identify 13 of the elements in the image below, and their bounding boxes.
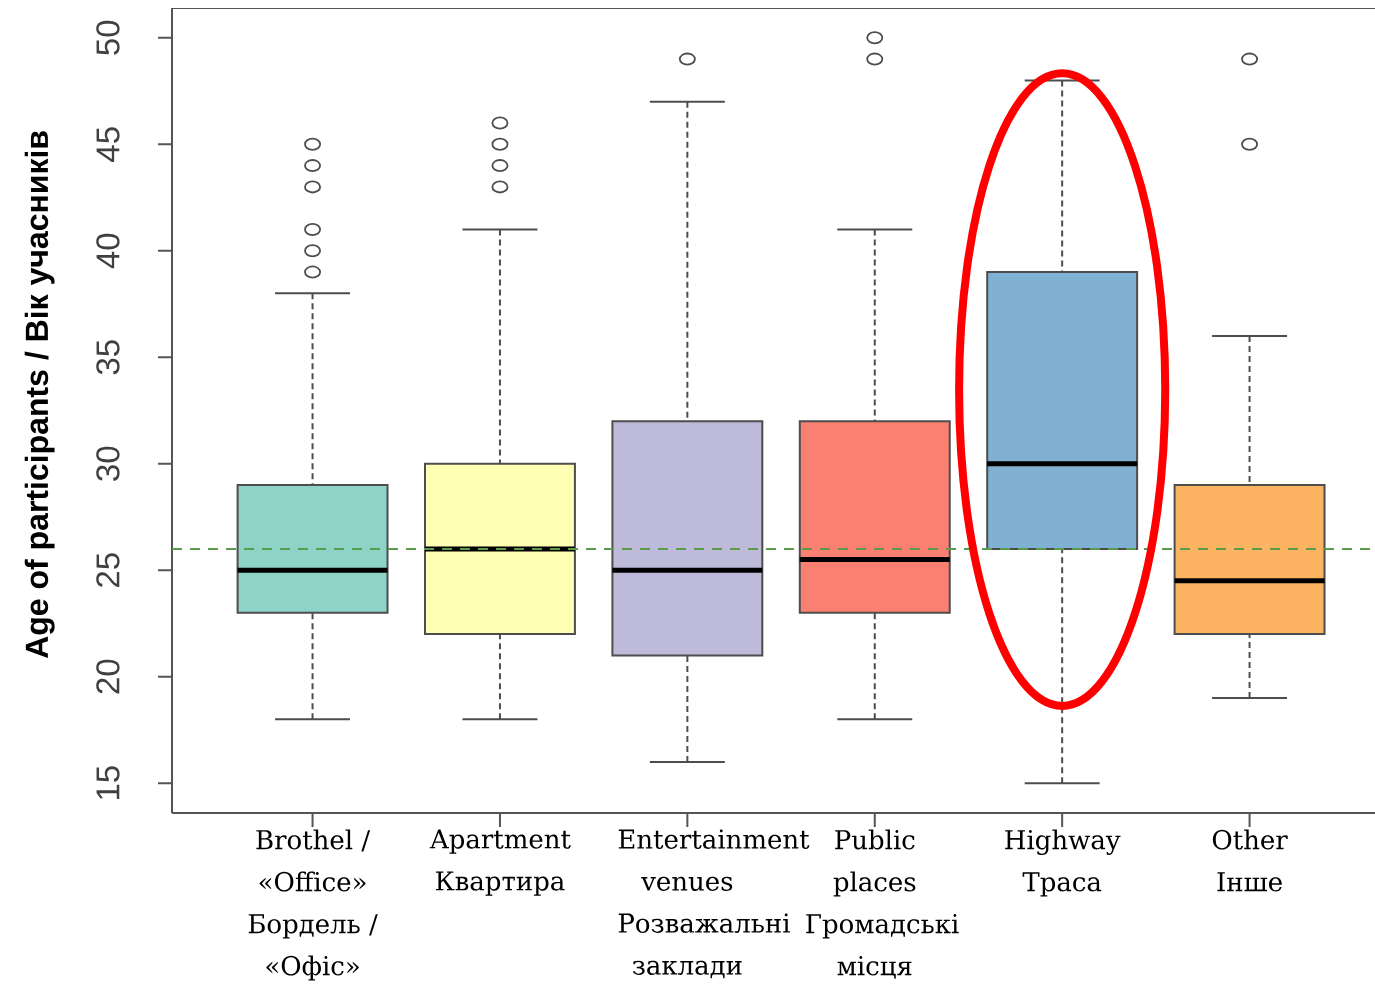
y-tick-label: 50 [96,20,120,55]
y-tick-label: 20 [96,659,120,694]
y-tick-label: 35 [96,340,120,375]
y-tick-label: 45 [96,127,120,162]
x-tick-label: Other Інше [1212,829,1288,892]
y-tick-label: 25 [96,553,120,587]
x-tick-label: Brothel / «Office» Бордель / «Офіс» [248,829,378,981]
y-tick-label: 40 [96,233,120,269]
y-tick-label: 15 [96,766,120,800]
y-tick-label: 30 [96,446,120,481]
x-tick-label: Highway Траса [1005,829,1121,897]
y-axis-title: Age of participants / Вік учасників [24,131,55,659]
x-tick-label: Apartment Квартира [429,829,571,896]
